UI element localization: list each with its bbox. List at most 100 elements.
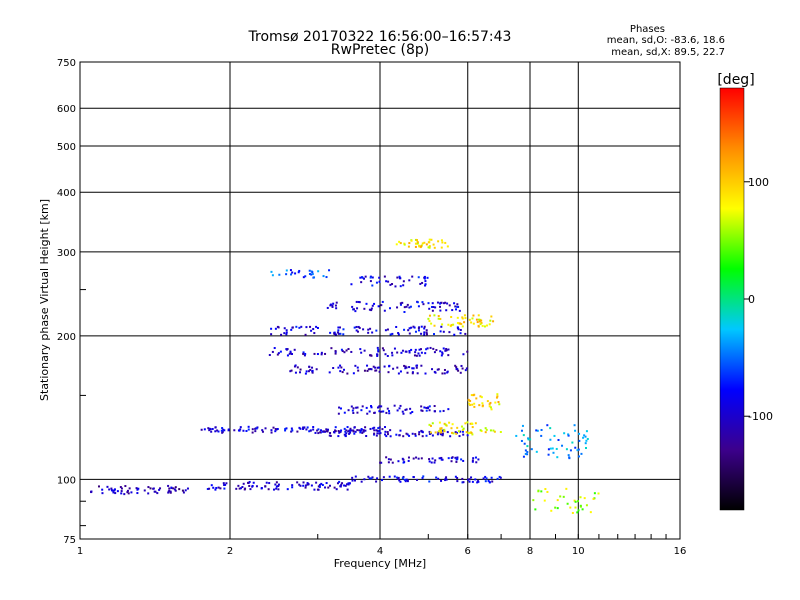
echo-point: [470, 476, 473, 479]
echo-point: [465, 431, 468, 434]
echo-point: [339, 370, 342, 373]
echo-point: [576, 500, 579, 503]
echo-point: [414, 351, 417, 354]
echo-point: [439, 317, 442, 320]
echo-point: [380, 461, 383, 464]
echo-point: [408, 306, 411, 309]
echo-point: [402, 458, 405, 461]
echo-point: [480, 319, 483, 322]
echo-point: [436, 368, 439, 371]
echo-point: [277, 485, 280, 488]
echo-point: [385, 280, 388, 283]
echo-point: [391, 354, 394, 357]
echo-point: [233, 429, 236, 432]
echo-point: [424, 280, 427, 283]
echo-point: [440, 427, 443, 430]
echo-point: [417, 327, 420, 330]
echo-point: [249, 488, 252, 491]
echo-point: [456, 316, 459, 319]
x-axis-ticks: 1 2 4 6 8 10 16: [77, 534, 686, 557]
echo-point: [371, 476, 374, 479]
echo-point: [363, 369, 366, 372]
echo-point: [392, 367, 395, 370]
echo-point: [341, 350, 344, 353]
echo-point: [351, 476, 354, 479]
echo-point: [470, 321, 473, 324]
echo-point: [425, 409, 428, 412]
echo-point: [480, 430, 483, 433]
echo-point: [460, 458, 463, 461]
echo-point: [440, 325, 443, 328]
echo-point: [387, 461, 390, 464]
echo-point: [412, 475, 415, 478]
echo-point: [454, 475, 457, 478]
echo-point: [399, 302, 402, 305]
echo-point: [267, 488, 270, 491]
echo-point: [454, 431, 457, 434]
echo-point: [434, 431, 437, 434]
echo-point: [423, 275, 426, 278]
echo-point: [337, 329, 340, 332]
echo-point: [251, 431, 254, 434]
echo-point: [498, 403, 501, 406]
echo-point: [369, 427, 372, 430]
echo-point: [490, 408, 493, 411]
echo-point: [402, 475, 405, 478]
echo-point: [389, 283, 392, 286]
echo-point: [170, 486, 173, 489]
echo-point: [274, 428, 277, 431]
echo-point: [403, 311, 406, 314]
echo-point: [303, 354, 306, 357]
echo-point: [409, 412, 412, 415]
echo-point: [333, 431, 336, 434]
echo-point: [540, 434, 543, 437]
echo-point: [371, 331, 374, 334]
echo-point: [499, 476, 502, 479]
echo-point: [337, 412, 340, 415]
echo-point: [459, 371, 462, 374]
echo-point: [342, 333, 345, 336]
echo-point: [328, 434, 331, 437]
echo-point: [312, 428, 315, 431]
echo-point: [432, 347, 435, 350]
echo-point: [452, 323, 455, 326]
echo-point: [559, 495, 562, 498]
echo-point: [352, 372, 355, 375]
echo-point: [137, 487, 140, 490]
echo-point: [211, 427, 214, 430]
echo-point: [328, 484, 331, 487]
echo-point: [310, 270, 313, 273]
echo-point: [417, 305, 420, 308]
echo-point: [461, 428, 464, 431]
echo-point: [448, 421, 451, 424]
echo-point: [302, 351, 305, 354]
echo-point: [320, 429, 323, 432]
echo-point: [366, 412, 369, 415]
echo-point: [251, 484, 254, 487]
echo-point: [429, 424, 432, 427]
echo-point: [451, 431, 454, 434]
echo-point: [566, 502, 569, 505]
echo-point: [432, 243, 435, 246]
echo-point: [428, 245, 431, 248]
echo-point: [544, 488, 547, 491]
echo-point: [443, 422, 446, 425]
echo-point: [110, 489, 113, 492]
echo-point: [299, 484, 302, 487]
echo-point: [303, 426, 306, 429]
echo-point: [444, 477, 447, 480]
echo-point: [286, 488, 289, 491]
echo-point: [488, 405, 491, 408]
echo-point: [200, 428, 203, 431]
echo-point: [265, 481, 268, 484]
echo-point: [389, 435, 392, 438]
echo-point: [276, 325, 279, 328]
echo-point: [440, 433, 443, 436]
echo-point: [273, 488, 276, 491]
echo-point: [337, 430, 340, 433]
echo-point: [458, 309, 461, 312]
echo-point: [279, 350, 282, 353]
echo-point: [466, 350, 469, 353]
echo-point: [421, 242, 424, 245]
echo-point: [364, 275, 367, 278]
